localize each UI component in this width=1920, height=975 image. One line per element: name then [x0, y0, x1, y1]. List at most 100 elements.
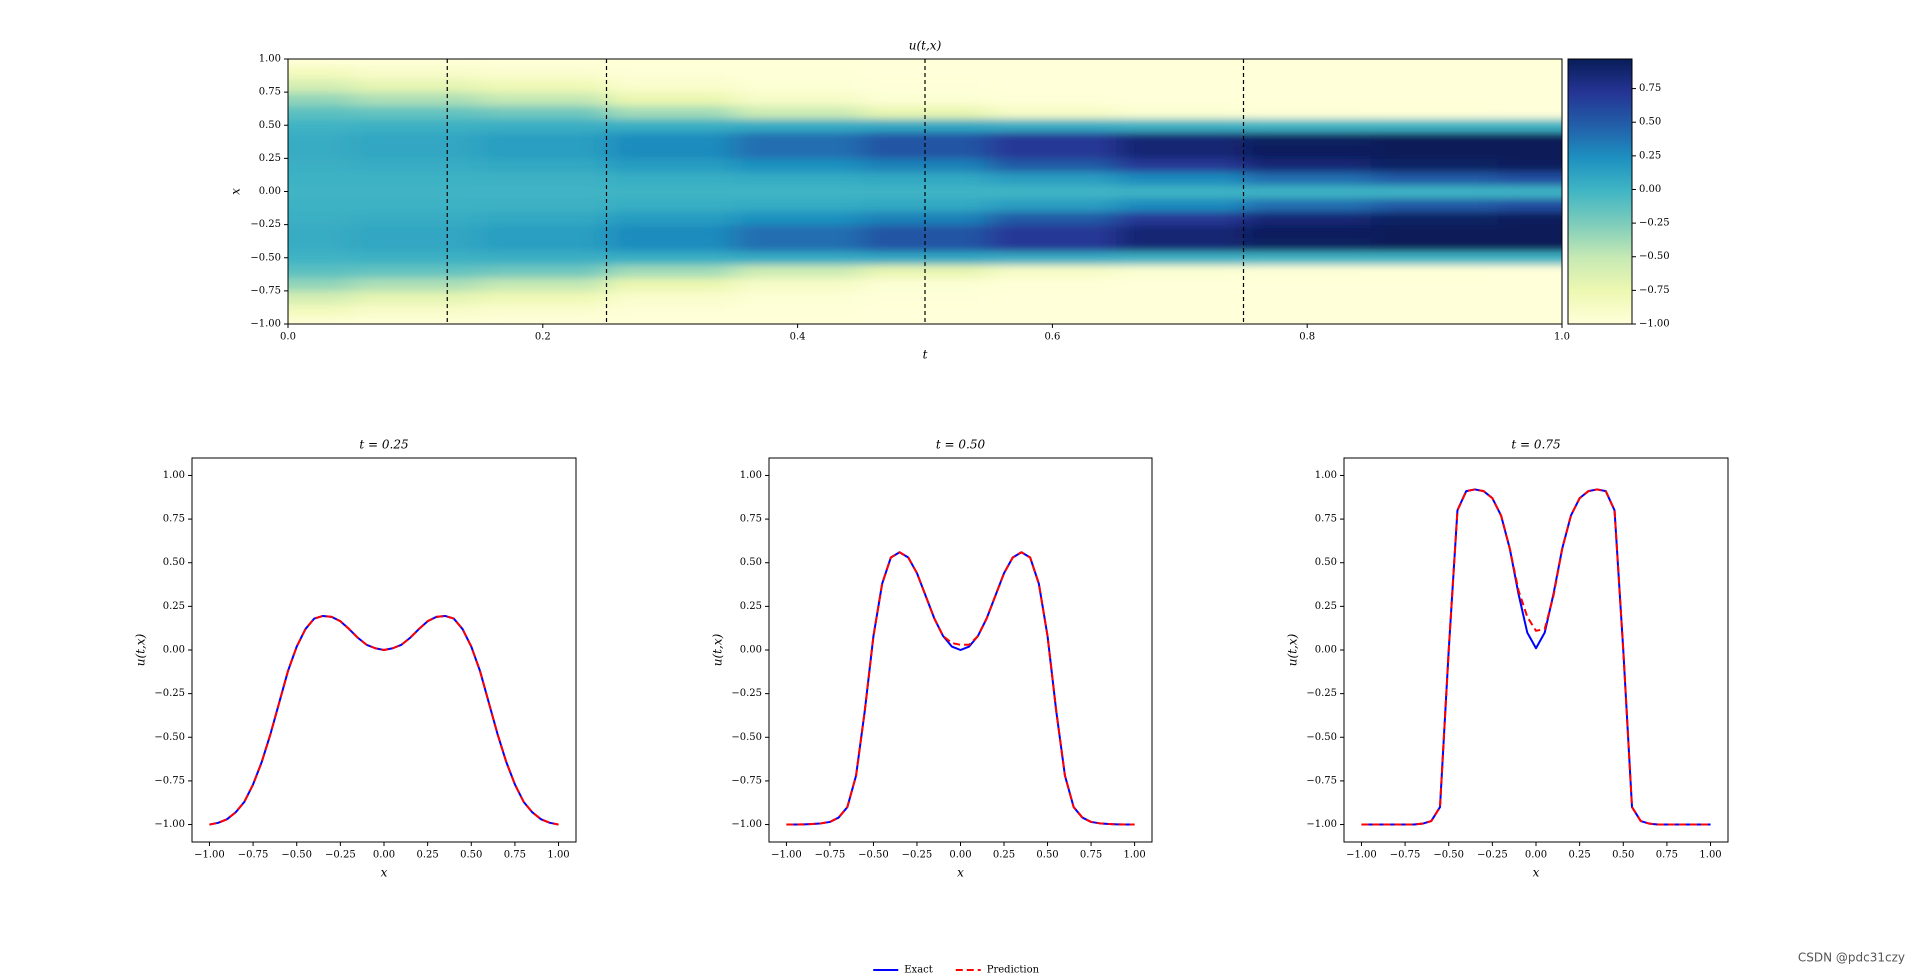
heatmap-cell: [1370, 92, 1499, 106]
heatmap-cell: [988, 304, 1117, 318]
heatmap-cell: [1498, 145, 1562, 159]
colorbar-tick-label: −1.00: [1639, 319, 1670, 330]
heatmap-cell: [1243, 105, 1372, 120]
heatmap-cell: [606, 131, 735, 146]
heatmap-cell: [479, 105, 607, 120]
heatmap-cell: [351, 224, 480, 239]
heatmap-cell: [479, 277, 607, 292]
heatmap-cell: [479, 65, 607, 80]
heatmap-cell: [733, 290, 862, 305]
x-tick-label: 0.50: [1036, 850, 1058, 861]
heatmap-cell: [1498, 211, 1562, 226]
x-tick-label: −1.00: [1346, 850, 1377, 861]
heatmap-cell: [1370, 105, 1499, 120]
y-tick-label: 0.50: [163, 557, 185, 568]
heatmap-cell: [351, 317, 480, 324]
heatmap-cell: [988, 59, 1117, 67]
heatmap-cell: [479, 198, 607, 212]
heatmap-cell: [1116, 290, 1244, 305]
heatmap-cell: [606, 59, 735, 67]
heatmap-cell: [988, 277, 1117, 292]
y-tick-label: 1.00: [740, 470, 762, 481]
heatmap-cell: [1370, 317, 1499, 324]
heatmap-cell: [1243, 184, 1372, 199]
x-tick-label: 1.00: [1123, 850, 1145, 861]
heatmap-cell: [733, 59, 862, 67]
heatmap-cell: [1498, 131, 1562, 146]
heatmap-cells: [288, 59, 1562, 324]
colorbar-tick-label: −0.50: [1639, 251, 1670, 262]
heatmap-cell: [479, 59, 607, 67]
series-line: [1361, 488, 1711, 826]
x-tick-label: 0.50: [460, 850, 482, 861]
heatmap-cell: [606, 224, 735, 239]
heatmap-cell: [988, 118, 1117, 133]
heatmap-cell: [733, 237, 862, 252]
heatmap-cell: [1243, 237, 1372, 252]
y-tick-label: −0.75: [1306, 775, 1337, 786]
x-axis-label: t: [923, 348, 928, 362]
heatmap-cell: [1498, 92, 1562, 106]
x-tick-label: 0.00: [373, 850, 395, 861]
colorbar-tick-label: 0.75: [1639, 83, 1661, 94]
heatmap-cell: [988, 145, 1117, 159]
heatmap-cell: [733, 317, 862, 324]
y-tick-label: 0.25: [259, 153, 281, 164]
heatmap-cell: [479, 251, 607, 265]
heatmap-cell: [479, 304, 607, 318]
heatmap-cell: [479, 78, 607, 93]
heatmap-cell: [288, 290, 353, 305]
heatmap-cell: [479, 211, 607, 226]
heatmap-cell: [988, 171, 1117, 186]
x-tick-label: −0.75: [238, 850, 269, 861]
heatmap-cell: [733, 277, 862, 292]
y-tick-label: 0.50: [259, 120, 281, 131]
heatmap-cell: [288, 158, 353, 173]
heatmap-cell: [288, 237, 353, 252]
y-tick-label: −0.50: [154, 732, 185, 743]
heatmap-cell: [1370, 158, 1499, 173]
colorbar-tick-label: −0.25: [1639, 218, 1670, 229]
x-tick-label: 1.00: [1699, 850, 1721, 861]
heatmap-cell: [988, 78, 1117, 93]
heatmap-cell: [988, 211, 1117, 226]
y-tick-label: 0.00: [1315, 645, 1337, 656]
heatmap-cell: [288, 184, 353, 199]
legend-label: Prediction: [987, 965, 1040, 975]
heatmap-cell: [1243, 158, 1372, 173]
heatmap-cell: [1116, 264, 1244, 279]
x-tick-label: 0.75: [1656, 850, 1678, 861]
heatmap-cell: [351, 290, 480, 305]
heatmap-cell: [988, 264, 1117, 279]
heatmap-cell: [1116, 277, 1244, 292]
heatmap-cell: [606, 158, 735, 173]
heatmap-cell: [479, 171, 607, 186]
heatmap-cell: [1370, 277, 1499, 292]
heatmap-cell: [1498, 105, 1562, 120]
heatmap-cell: [479, 184, 607, 199]
heatmap-cell: [1116, 78, 1244, 93]
heatmap-cell: [606, 65, 735, 80]
x-tick-label: 0.25: [1569, 850, 1591, 861]
heatmap-cell: [1370, 211, 1499, 226]
heatmap-cell: [1243, 277, 1372, 292]
x-tick-label: 1.00: [547, 850, 569, 861]
heatmap-cell: [1243, 131, 1372, 146]
heatmap-cell: [288, 171, 353, 186]
heatmap-cell: [988, 131, 1117, 146]
heatmap-cell: [1498, 277, 1562, 292]
heatmap-cell: [351, 264, 480, 279]
heatmap-cell: [733, 184, 862, 199]
heatmap-cell: [1370, 237, 1499, 252]
y-tick-label: −0.25: [1306, 688, 1337, 699]
legend-label: Exact: [904, 965, 933, 975]
heatmap-cell: [606, 171, 735, 186]
heatmap-cell: [606, 251, 735, 265]
heatmap-cell: [1370, 59, 1499, 67]
heatmap-cell: [351, 171, 480, 186]
heatmap-cell: [1370, 304, 1499, 318]
x-tick-label: −0.50: [1433, 850, 1464, 861]
heatmap-cell: [606, 277, 735, 292]
heatmap-cell: [1498, 304, 1562, 318]
series-line: [786, 551, 1135, 826]
